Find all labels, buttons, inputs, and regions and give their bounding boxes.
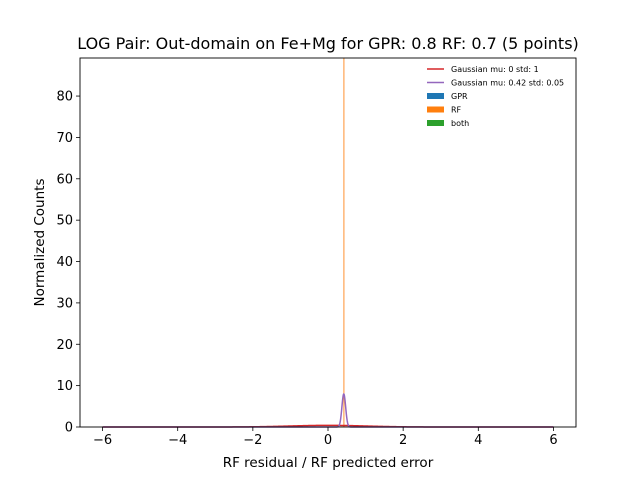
rf-histogram-bar	[343, 58, 345, 427]
y-tick-label: 0	[65, 421, 73, 436]
x-tick-label: 0	[324, 433, 332, 448]
x-axis: −6 −4 −2 0 2 4 6	[93, 427, 558, 448]
y-axis: 0 10 20 30 40 50 60 70 80	[56, 90, 80, 436]
y-tick-label: 40	[56, 255, 73, 270]
y-tick-label: 70	[56, 131, 73, 146]
legend-patch-swatch	[427, 120, 444, 126]
legend: Gaussian mu: 0 std: 1 Gaussian mu: 0.42 s…	[427, 65, 564, 128]
x-tick-label: −4	[168, 433, 187, 448]
y-axis-label: Normalized Counts	[32, 179, 48, 307]
y-tick-label: 50	[56, 214, 73, 229]
y-tick-label: 20	[56, 338, 73, 353]
legend-patch-swatch	[427, 93, 444, 99]
chart-title: LOG Pair: Out-domain on Fe+Mg for GPR: 0…	[77, 34, 579, 53]
x-tick-label: −2	[243, 433, 262, 448]
x-tick-label: 4	[474, 433, 482, 448]
y-tick-label: 80	[56, 90, 73, 105]
x-tick-label: 6	[549, 433, 557, 448]
legend-label: GPR	[451, 92, 468, 101]
legend-label: Gaussian mu: 0.42 std: 0.05	[451, 79, 564, 88]
y-tick-label: 30	[56, 296, 73, 311]
legend-label: both	[451, 119, 469, 128]
x-tick-label: −6	[93, 433, 112, 448]
x-axis-label: RF residual / RF predicted error	[223, 455, 434, 471]
y-tick-label: 10	[56, 379, 73, 394]
legend-patch-swatch	[427, 106, 444, 113]
x-tick-label: 2	[399, 433, 407, 448]
legend-label: RF	[451, 106, 462, 115]
y-tick-label: 60	[56, 172, 73, 187]
legend-label: Gaussian mu: 0 std: 1	[451, 65, 539, 74]
